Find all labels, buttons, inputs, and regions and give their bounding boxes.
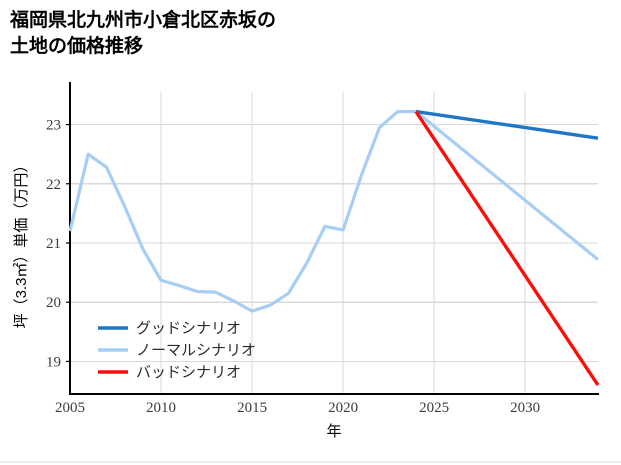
y-tick-label: 23 — [46, 118, 61, 134]
x-tick-label: 2030 — [510, 400, 540, 416]
legend-label: バッドシナリオ — [136, 365, 241, 381]
y-axis-title: 坪（3.3㎡）単価（万円） — [13, 158, 30, 329]
y-tick-label: 19 — [46, 354, 61, 370]
y-tick-label: 22 — [46, 177, 61, 193]
x-axis-tick-labels: 2005 2010 2015 2020 2025 2030 — [55, 400, 540, 416]
x-tick-label: 2015 — [237, 400, 267, 416]
y-axis-tick-labels: 19 20 21 22 23 — [46, 118, 61, 371]
legend-label: ノーマルシナリオ — [136, 343, 256, 359]
series-line — [415, 109, 599, 140]
y-tick-label: 20 — [46, 295, 61, 311]
y-tick-label: 21 — [46, 236, 61, 252]
x-tick-label: 2005 — [55, 400, 85, 416]
chart-title: 福岡県北九州市小倉北区赤坂の 土地の価格推移 — [10, 10, 277, 57]
gridlines — [69, 92, 598, 394]
data-series — [68, 109, 600, 387]
axis-titles: 年 坪（3.3㎡）単価（万円） — [13, 158, 342, 440]
series-line — [414, 110, 600, 387]
series-line — [68, 109, 600, 313]
x-tick-label: 2025 — [419, 400, 449, 416]
axis-lines — [66, 82, 599, 396]
x-axis-title: 年 — [326, 423, 341, 440]
x-tick-label: 2010 — [146, 400, 176, 416]
legend-label: グッドシナリオ — [136, 320, 241, 337]
x-tick-label: 2020 — [328, 400, 358, 416]
